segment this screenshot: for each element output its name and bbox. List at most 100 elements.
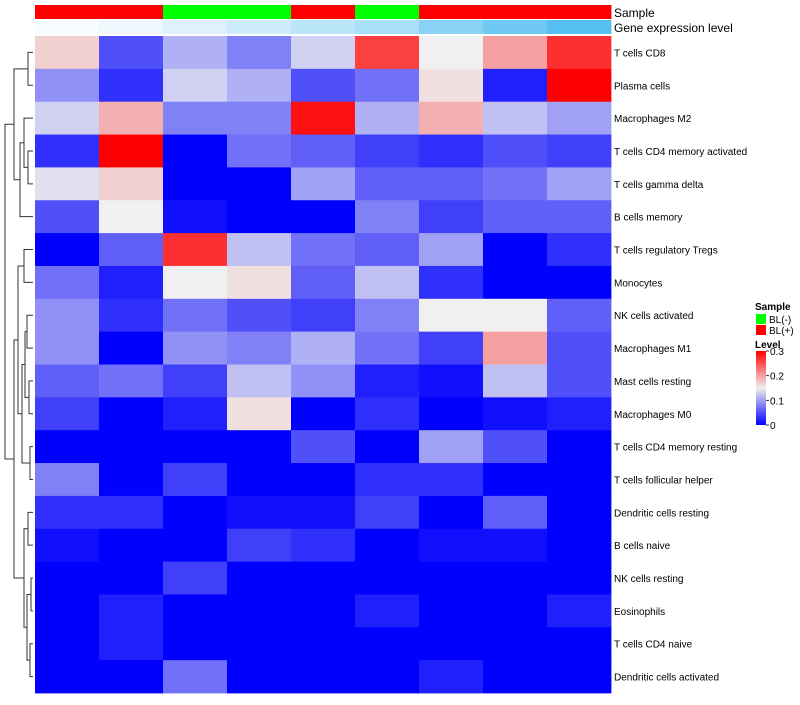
heatmap-cell — [419, 627, 484, 661]
annotation-cell — [547, 20, 612, 34]
sample-legend-swatch — [756, 314, 766, 324]
heatmap-cell — [483, 397, 548, 431]
heatmap-cell — [35, 68, 100, 103]
heatmap-cell — [227, 463, 292, 497]
heatmap-cell — [35, 528, 100, 562]
heatmap-cell — [163, 430, 228, 464]
heatmap-cell — [291, 660, 356, 694]
heatmap-cell — [35, 233, 100, 267]
heatmap-cell — [35, 660, 100, 694]
heatmap-cell — [35, 101, 100, 135]
row-label: T cells follicular helper — [614, 475, 713, 486]
heatmap-cell — [99, 68, 164, 103]
sample-legend: Sample BL(-)BL(+) — [755, 302, 794, 337]
heatmap-cell — [163, 36, 228, 70]
heatmap-cell — [227, 495, 292, 530]
annotation-cell — [547, 5, 612, 19]
heatmap-cell — [483, 265, 548, 300]
heatmap-cell — [483, 298, 548, 333]
row-label: Dendritic cells resting — [614, 508, 709, 519]
heatmap-cell — [419, 561, 484, 595]
heatmap-cell — [419, 528, 484, 562]
heatmap-cell — [99, 167, 164, 201]
row-label: Monocytes — [614, 278, 662, 289]
heatmap-cells — [35, 36, 612, 694]
heatmap-cell — [355, 495, 420, 530]
heatmap-cell — [227, 364, 292, 398]
heatmap-cell — [291, 364, 356, 398]
sample-legend-title: Sample — [755, 302, 791, 313]
heatmap-cell — [483, 233, 548, 267]
heatmap-cell — [163, 463, 228, 497]
heatmap-cell — [483, 167, 548, 201]
heatmap-cell — [355, 594, 420, 628]
heatmap-cell — [163, 397, 228, 431]
heatmap-cell — [547, 463, 612, 497]
heatmap-cell — [163, 200, 228, 234]
level-legend-tick-label: 0.3 — [770, 347, 784, 358]
heatmap-cell — [483, 528, 548, 562]
dendrogram-branch — [13, 68, 28, 181]
sample-legend-label: BL(+) — [769, 326, 794, 337]
heatmap-cell — [227, 101, 292, 135]
heatmap-cell — [291, 200, 356, 234]
dendrogram-branch — [26, 314, 33, 349]
heatmap-cell — [227, 430, 292, 464]
heatmap-cell — [355, 430, 420, 464]
heatmap-cell — [355, 167, 420, 201]
heatmap-cell — [291, 528, 356, 562]
heatmap-cell — [163, 68, 228, 103]
heatmap-cell — [227, 134, 292, 168]
heatmap-cell — [291, 561, 356, 595]
heatmap-cell — [99, 594, 164, 628]
heatmap-cell — [291, 101, 356, 135]
heatmap-cell — [547, 265, 612, 300]
heatmap-cell — [99, 200, 164, 234]
heatmap-cell — [419, 233, 484, 267]
heatmap-cell — [291, 594, 356, 628]
heatmap-cell — [163, 265, 228, 300]
heatmap-cell — [163, 101, 228, 135]
heatmap-cell — [547, 594, 612, 628]
annotation-cell — [355, 20, 420, 34]
level-legend-title: Level — [755, 340, 781, 351]
heatmap-cell — [227, 200, 292, 234]
row-label: T cells CD8 — [614, 48, 666, 59]
row-label: Dendritic cells activated — [614, 673, 719, 684]
row-label: Macrophages M1 — [614, 344, 692, 355]
heatmap-cell — [355, 331, 420, 365]
heatmap-cell — [419, 463, 484, 497]
annotation-cell — [35, 5, 100, 19]
heatmap-cell — [163, 331, 228, 365]
sample-legend-label: BL(-) — [769, 315, 791, 326]
level-legend-tick-label: 0.2 — [770, 372, 784, 383]
annotation-cell — [163, 20, 228, 34]
row-labels: T cells CD8 Plasma cells Macrophages M2 T c… — [614, 48, 747, 683]
heatmap-cell — [227, 561, 292, 595]
heatmap-cell — [483, 331, 548, 365]
annotation-cell — [419, 5, 484, 19]
heatmap-cell — [419, 495, 484, 530]
heatmap-cell — [419, 265, 484, 300]
heatmap-cell — [547, 430, 612, 464]
heatmap-cell — [419, 134, 484, 168]
heatmap-cell — [547, 660, 612, 694]
sample-legend-swatch — [756, 325, 766, 335]
heatmap-cell — [483, 660, 548, 694]
annotation-cell — [227, 5, 292, 19]
heatmap-cell — [227, 627, 292, 661]
heatmap-cell — [99, 134, 164, 168]
heatmap-cell — [291, 397, 356, 431]
heatmap-cell — [547, 233, 612, 267]
heatmap-cell — [419, 430, 484, 464]
row-label: T cells regulatory Tregs — [614, 246, 718, 257]
row-dendrogram — [4, 51, 33, 678]
heatmap-cell — [291, 36, 356, 70]
heatmap-cell — [163, 167, 228, 201]
heatmap-cell — [419, 331, 484, 365]
heatmap-cell — [547, 495, 612, 530]
heatmap-cell — [483, 134, 548, 168]
heatmap-cell — [355, 627, 420, 661]
heatmap-cell — [291, 495, 356, 530]
